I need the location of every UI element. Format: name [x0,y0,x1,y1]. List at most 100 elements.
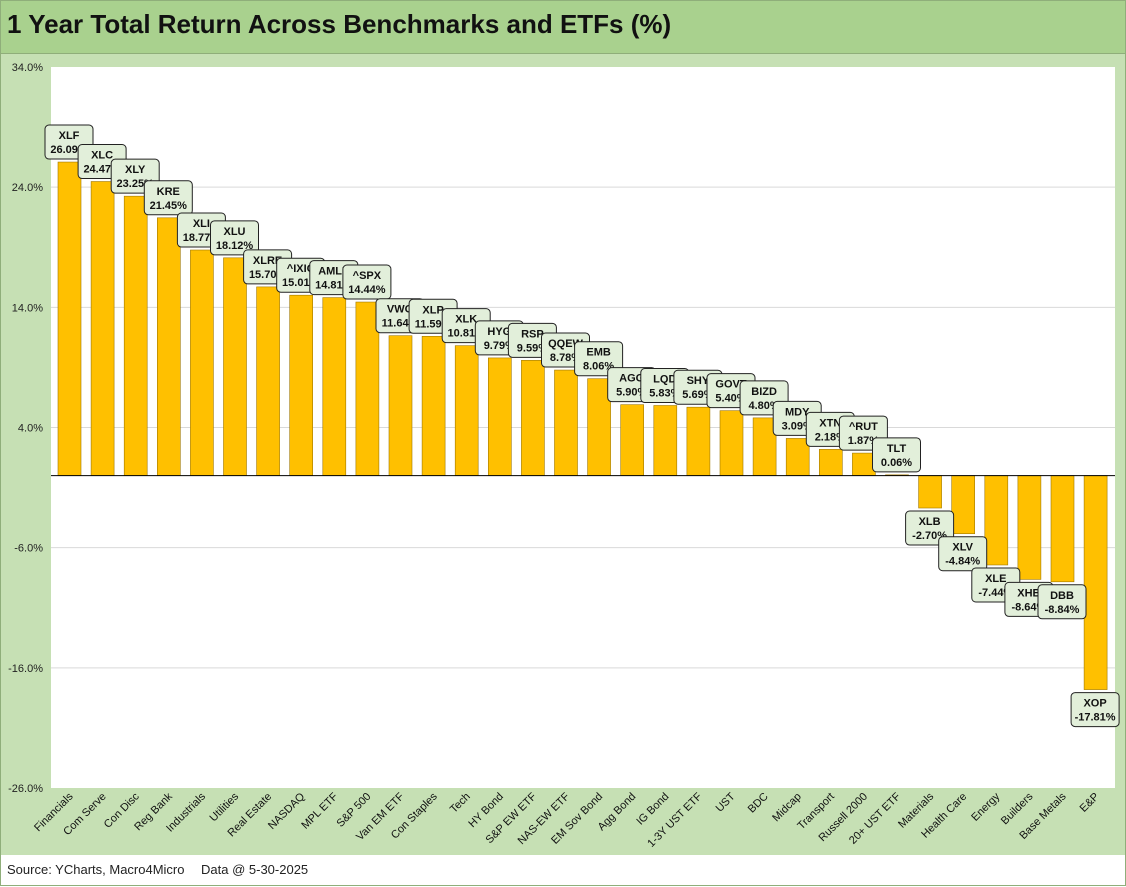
bar [951,475,976,535]
data-label-ticker: AGG [619,373,644,385]
data-label-box [872,437,921,473]
bar [719,410,744,476]
source-text: Source: YCharts, Macro4Micro [7,862,185,877]
y-tick-label: -26.0% [8,783,43,795]
data-label-ticker: ^SPX [353,270,382,282]
data-label-ticker: XLV [952,542,973,554]
bar [984,475,1009,566]
data-label-ticker: XOP [1083,698,1106,710]
bar [388,335,413,476]
y-tick-label: 34.0% [12,62,43,74]
y-tick-label: 14.0% [12,302,43,314]
data-label-value: 4.80% [748,400,779,412]
title-bar: 1 Year Total Return Across Benchmarks an… [1,1,1125,54]
data-label: KRE 21.45% [143,180,193,216]
data-label-box [143,180,193,216]
bar [1017,475,1042,580]
bar [256,286,280,476]
data-label: XOP -17.81% [1070,692,1120,728]
y-tick-label: 4.0% [18,423,43,435]
data-label-value: 9.79% [484,340,515,352]
data-label-value: 8.06% [583,361,614,373]
bar [355,301,380,476]
bar [322,297,347,476]
data-label: EMB 8.06% [574,341,624,377]
bar [554,369,578,476]
y-tick-label: -6.0% [14,543,43,555]
data-label-ticker: VWO [387,304,414,316]
y-axis-ticks: 34.0% 24.0% 14.0% 4.0% -6.0% -16.0% -26.0% [8,62,43,795]
data-label-ticker: ^IXIC [287,263,315,275]
bar [421,335,446,476]
data-label-ticker: XLY [125,164,146,176]
bar [686,406,711,476]
data-label-ticker: SHY [687,375,710,387]
data-label-ticker: EMB [586,347,611,359]
y-tick-label: -16.0% [8,663,43,675]
bar [289,294,314,476]
data-label-ticker: XLK [455,314,477,326]
data-label: DBB -8.84% [1037,584,1087,620]
bar [1083,475,1108,690]
bar [620,404,645,476]
data-label-value: 3.09% [782,420,813,432]
data-label-ticker: ^RUT [849,421,878,433]
data-label-ticker: XLB [919,516,941,528]
bar [123,195,148,476]
footer: Source: YCharts, Macro4Micro Data @ 5-30… [1,855,1125,885]
category-label: Tech [448,791,473,816]
bar [653,405,678,476]
data-label-ticker: TLT [887,443,907,455]
data-label-value: 1.87% [848,435,879,447]
category-label: UST [714,790,738,814]
data-label-value: 5.83% [649,388,680,400]
bar [785,438,810,476]
bar [818,449,843,476]
data-label-ticker: XLC [91,150,113,162]
data-label-ticker: AMLP [318,266,349,278]
chart-title: 1 Year Total Return Across Benchmarks an… [7,9,672,39]
data-label-ticker: BIZD [751,386,777,398]
bar [90,181,115,476]
data-label-value: 9.59% [517,342,548,354]
data-label-ticker: XLP [422,304,443,316]
data-label-value: 18.12% [216,240,254,252]
data-label-ticker: LQD [653,374,676,386]
bar [587,378,611,476]
bar [852,452,876,476]
data-label-value: 14.44% [348,284,386,296]
data-label-ticker: GOVT [715,379,746,391]
bar [454,345,479,476]
data-label-box [574,341,624,377]
bars [57,161,1108,690]
data-label-ticker: XTN [819,417,841,429]
y-tick-label: 24.0% [12,182,43,194]
category-label: BDC [746,791,771,816]
bar [752,417,777,476]
data-label-ticker: XLE [985,573,1006,585]
data-label-box [1037,584,1087,620]
category-label: MPL ETF [299,790,340,831]
data-label-ticker: XLF [59,130,80,142]
data-label-value: -17.81% [1075,712,1116,724]
data-date-text: Data @ 5-30-2025 [201,862,309,877]
bar [918,475,942,509]
data-label: TLT 0.06% [872,437,921,473]
data-label-ticker: MDY [785,406,810,418]
data-label-ticker: RSP [521,328,544,340]
data-label-ticker: KRE [157,186,180,198]
data-label-value: 21.45% [150,200,188,212]
data-label-ticker: XLU [224,226,246,238]
data-label-ticker: XHB [1017,587,1040,599]
data-label-value: -2.70% [912,530,947,542]
data-label-ticker: XLRE [253,255,282,267]
data-label-value: 2.18% [815,431,846,443]
data-label-value: 5.40% [715,393,746,405]
bar [157,217,181,476]
data-label-box [342,264,392,300]
data-label-value: 8.78% [550,352,581,364]
